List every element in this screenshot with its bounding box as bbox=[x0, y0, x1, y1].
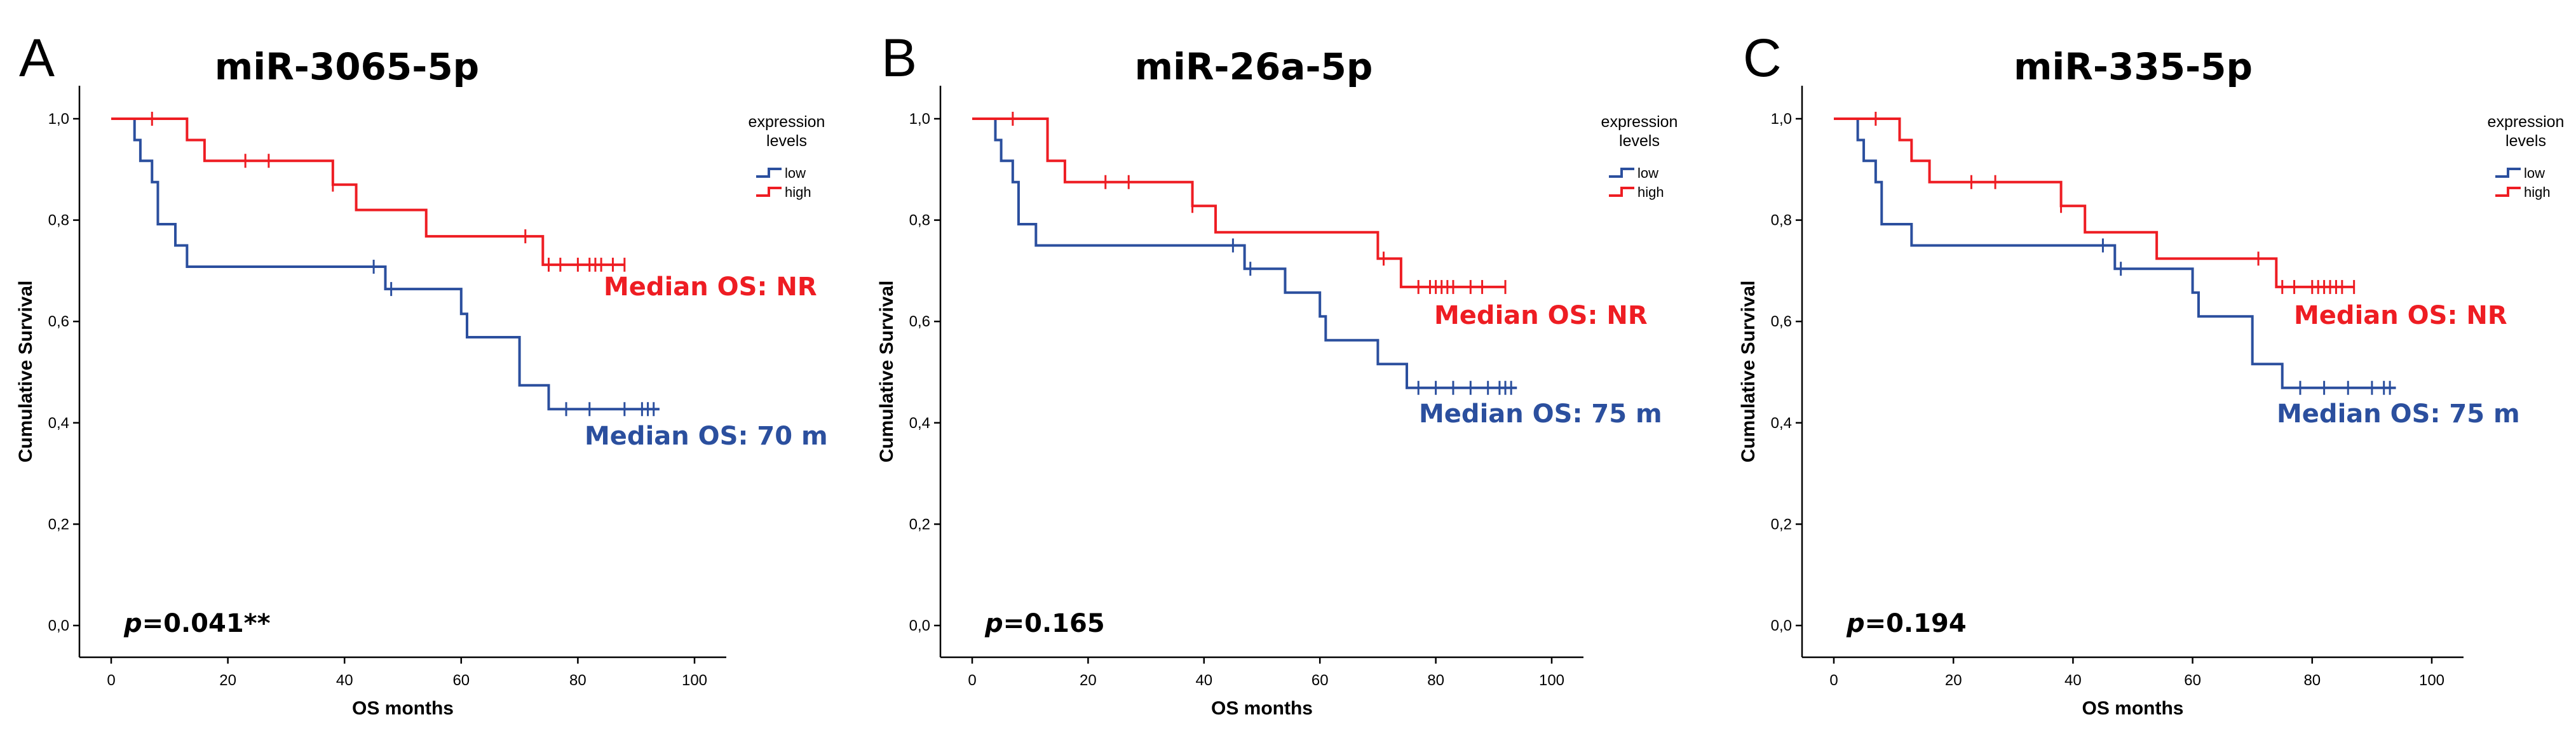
y-tick-label: 0,2 bbox=[1771, 516, 1792, 533]
km-curve-high bbox=[1834, 117, 2354, 288]
y-tick-label: 0,8 bbox=[48, 212, 69, 229]
legend-title: levels bbox=[2505, 132, 2546, 150]
y-tick-label: 1,0 bbox=[1771, 110, 1792, 128]
median-os-label-high: Median OS: NR bbox=[1434, 301, 1648, 330]
legend-swatch-high bbox=[756, 187, 782, 197]
y-tick-label: 0,6 bbox=[909, 313, 930, 330]
x-axis-title: OS months bbox=[352, 698, 454, 719]
median-os-label-low: Median OS: 70 m bbox=[585, 422, 828, 451]
km-curve-low bbox=[972, 117, 1517, 389]
legend-swatch-low bbox=[1609, 168, 1634, 178]
y-axis-title: Cumulative Survival bbox=[876, 281, 897, 463]
panel-letter: A bbox=[19, 28, 55, 88]
x-tick-label: 40 bbox=[2064, 672, 2082, 689]
x-tick-label: 100 bbox=[1539, 672, 1564, 689]
y-tick-label: 0,0 bbox=[48, 617, 69, 634]
x-tick-label: 60 bbox=[1312, 672, 1329, 689]
p-value-number: =0.194 bbox=[1865, 609, 1967, 638]
chart-title: miR-26a-5p bbox=[1135, 45, 1373, 88]
x-tick-label: 0 bbox=[968, 672, 976, 689]
legend-swatch-low bbox=[756, 168, 782, 178]
median-os-label-high: Median OS: NR bbox=[2294, 301, 2507, 330]
p-value-symbol: p bbox=[1846, 609, 1865, 638]
km-curve-high bbox=[111, 117, 625, 266]
x-tick-label: 80 bbox=[1427, 672, 1444, 689]
x-tick-label: 60 bbox=[2184, 672, 2201, 689]
km-curve-low bbox=[111, 117, 660, 411]
p-value-number: =0.041** bbox=[142, 609, 271, 638]
legend-label-low: low bbox=[1637, 165, 1658, 181]
x-tick-label: 100 bbox=[2419, 672, 2444, 689]
chart-title: miR-3065-5p bbox=[215, 45, 479, 88]
y-tick-label: 0,8 bbox=[909, 212, 930, 229]
legend-title: expression bbox=[2488, 113, 2565, 131]
y-tick-label: 0,2 bbox=[48, 516, 69, 533]
legend-swatch-high bbox=[1609, 187, 1634, 197]
y-tick-label: 0,4 bbox=[1771, 415, 1792, 432]
x-tick-label: 80 bbox=[2303, 672, 2321, 689]
x-axis-title: OS months bbox=[1211, 698, 1313, 719]
x-tick-label: 60 bbox=[452, 672, 470, 689]
x-tick-label: 20 bbox=[1945, 672, 1962, 689]
legend-label-low: low bbox=[785, 165, 806, 181]
y-tick-label: 0,4 bbox=[909, 415, 930, 432]
x-tick-label: 20 bbox=[219, 672, 236, 689]
y-axis-title: Cumulative Survival bbox=[15, 281, 36, 463]
legend-swatch-high bbox=[2495, 187, 2521, 197]
y-tick-label: 1,0 bbox=[48, 110, 69, 128]
y-tick-label: 0,6 bbox=[1771, 313, 1792, 330]
x-tick-label: 0 bbox=[107, 672, 115, 689]
p-value-number: =0.165 bbox=[1003, 609, 1105, 638]
panel-letter: C bbox=[1743, 28, 1782, 88]
panel-letter: B bbox=[881, 28, 917, 88]
y-tick-label: 0,2 bbox=[909, 516, 930, 533]
legend-title: levels bbox=[766, 132, 807, 150]
km-curve-low bbox=[1834, 117, 2396, 389]
p-value: p=0.041** bbox=[123, 609, 271, 638]
x-tick-label: 0 bbox=[1829, 672, 1838, 689]
y-tick-label: 0,8 bbox=[1771, 212, 1792, 229]
legend-title: levels bbox=[1619, 132, 1660, 150]
y-tick-label: 1,0 bbox=[909, 110, 930, 128]
x-tick-label: 20 bbox=[1080, 672, 1097, 689]
x-axis-title: OS months bbox=[2082, 698, 2183, 719]
y-tick-label: 0,0 bbox=[909, 617, 930, 634]
median-os-label-low: Median OS: 75 m bbox=[1419, 399, 1662, 429]
y-tick-label: 0,0 bbox=[1771, 617, 1792, 634]
p-value: p=0.194 bbox=[1846, 609, 1967, 638]
legend-swatch-low bbox=[2495, 168, 2521, 178]
y-tick-label: 0,6 bbox=[48, 313, 69, 330]
legend-label-high: high bbox=[2524, 184, 2551, 200]
x-tick-label: 80 bbox=[569, 672, 586, 689]
median-os-label-low: Median OS: 75 m bbox=[2277, 399, 2520, 429]
x-tick-label: 40 bbox=[336, 672, 353, 689]
legend-title: expression bbox=[749, 113, 825, 131]
legend-label-low: low bbox=[2524, 165, 2545, 181]
y-axis-title: Cumulative Survival bbox=[1738, 281, 1759, 463]
x-tick-label: 40 bbox=[1195, 672, 1212, 689]
legend-label-high: high bbox=[785, 184, 811, 200]
legend-label-high: high bbox=[1637, 184, 1664, 200]
x-tick-label: 100 bbox=[682, 672, 707, 689]
chart-title: miR-335-5p bbox=[2014, 45, 2253, 88]
y-tick-label: 0,4 bbox=[48, 415, 69, 432]
legend-title: expression bbox=[1601, 113, 1678, 131]
p-value: p=0.165 bbox=[984, 609, 1105, 638]
median-os-label-high: Median OS: NR bbox=[604, 272, 817, 302]
p-value-symbol: p bbox=[984, 609, 1003, 638]
p-value-symbol: p bbox=[123, 609, 142, 638]
km-curve-high bbox=[972, 117, 1506, 288]
